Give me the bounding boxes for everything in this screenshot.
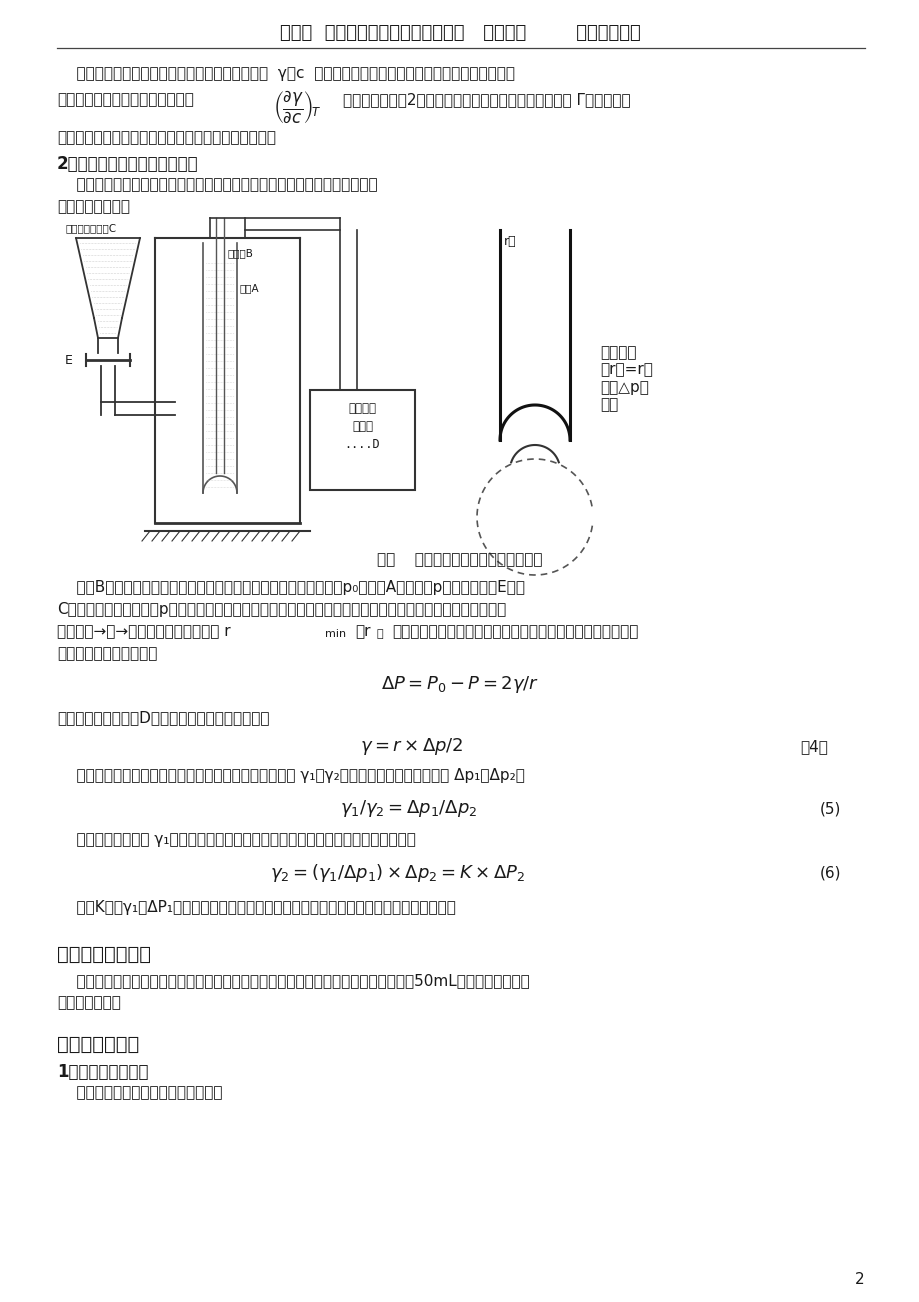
Text: 接数字压: 接数字压 [348, 402, 376, 415]
Text: 毛: 毛 [377, 629, 383, 639]
Text: (6): (6) [819, 865, 841, 880]
Text: 图２    最大抛压法测液体表面张力装置: 图２ 最大抛压法测液体表面张力装置 [377, 552, 542, 566]
Text: $\gamma_1/\gamma_2 = \Delta p_1/\Delta p_2$: $\gamma_1/\gamma_2 = \Delta p_1/\Delta p… [340, 798, 477, 819]
Bar [310, 391, 414, 490]
Text: 图中B是管端为毛细管的玻璃管，与液面相切。毛细管中大气压为p₀。试管A中气压为p，当打开活塞E时，: 图中B是管端为毛细管的玻璃管，与液面相切。毛细管中大气压为p₀。试管A中气压为p… [57, 579, 525, 595]
Text: （4）: （4） [800, 740, 827, 754]
Text: 实验十  最大泡压法测定溶液表面张力   实验报告        报告人：袁亮: 实验十 最大泡压法测定溶液表面张力 实验报告 报告人：袁亮 [279, 23, 640, 42]
Text: ....D: ....D [345, 437, 380, 450]
Text: 些切线的斜率就是与其相应浓度的: 些切线的斜率就是与其相应浓度的 [57, 92, 194, 107]
Text: 原理可参见图２。: 原理可参见图２。 [57, 199, 130, 214]
Text: 压力差也最大，有公式：: 压力差也最大，有公式： [57, 646, 157, 661]
Text: 若其中一种液体的 γ₁已知，例如水，则另一种液体的表面张力可由上式求得。即：: 若其中一种液体的 γ₁已知，例如水，则另一种液体的表面张力可由上式求得。即： [57, 832, 415, 848]
Text: 式中K＝（γ₁／ΔP₁）称为仪器常数，可用某种已知表面张力的液体（常用蒸馏水）测得。: 式中K＝（γ₁／ΔP₁）称为仪器常数，可用某种已知表面张力的液体（常用蒸馏水）测… [57, 900, 456, 915]
Text: 附等温式应用范围很广，但上述形式仅适用于稀溶液。: 附等温式应用范围很广，但上述形式仅适用于稀溶液。 [57, 130, 276, 145]
Text: 三．仪器与试剂：: 三．仪器与试剂： [57, 945, 151, 963]
Text: 通过实验测得表面张力与溶质浓度的关系，作出  γ－c  曲线，并在此曲线上任取若干点作曲线的切线，这: 通过实验测得表面张力与溶质浓度的关系，作出 γ－c 曲线，并在此曲线上任取若干点… [57, 66, 515, 81]
Text: 纯），蒸馏水。: 纯），蒸馏水。 [57, 995, 120, 1010]
Text: ＝r: ＝r [355, 624, 370, 639]
Text: ，此时气泡的曲率半径最小，根据拉普拉斯公式，气泡承受的: ，此时气泡的曲率半径最小，根据拉普拉斯公式，气泡承受的 [391, 624, 638, 639]
Text: 毛细管B: 毛细管B [228, 247, 254, 258]
Text: 带活塞的滴液管C: 带活塞的滴液管C [66, 223, 117, 233]
Text: 经历：大→小→大，即中间有一极小值 r: 经历：大→小→大，即中间有一极小值 r [57, 624, 231, 639]
Text: $\gamma = r \times \Delta p / 2$: $\gamma = r \times \Delta p / 2$ [359, 736, 462, 756]
Text: ，将此值代入（2）式便可求出在此浓度时的溶质吸附量 Γ。吉布斯吸: ，将此值代入（2）式便可求出在此浓度时的溶质吸附量 Γ。吉布斯吸 [343, 92, 630, 107]
Text: 此压力差可由压力计D读出，故待测液的表面张力为: 此压力差可由压力计D读出，故待测液的表面张力为 [57, 710, 269, 725]
Text: 测定溶液的表面张力有多种方法，较为常用的有最大泡压法其测量方法基本: 测定溶液的表面张力有多种方法，较为常用的有最大泡压法其测量方法基本 [57, 177, 377, 191]
Text: 若用同一支毛细管测两种不同液体，其表面张力分别为 γ₁、γ₂，压力计测得压力差分别为 Δp₁、Δp₂则: 若用同一支毛细管测两种不同液体，其表面张力分别为 γ₁、γ₂，压力计测得压力差分… [57, 768, 525, 783]
Text: (5): (5) [819, 801, 841, 816]
Text: 2．最大泡压法测表面张力原理: 2．最大泡压法测表面张力原理 [57, 155, 199, 173]
Text: 四．实验步骤：: 四．实验步骤： [57, 1035, 139, 1055]
Text: 将洁净的表面张力仪各部分连接好。: 将洁净的表面张力仪各部分连接好。 [57, 1085, 222, 1100]
Text: 液泡最小
时r液=r毛
此时△p达
最大: 液泡最小 时r液=r毛 此时△p达 最大 [599, 345, 652, 413]
Text: $\gamma_2 = (\gamma_1/\Delta p_1)\times\Delta p_2 = K\times\Delta P_2$: $\gamma_2 = (\gamma_1/\Delta p_1)\times\… [269, 862, 525, 884]
Text: 最大泡压法表面张力仪，精密数字压力计，吸耳球，移液管（各种量程），容量瓶（50mL），正丁醇（分析: 最大泡压法表面张力仪，精密数字压力计，吸耳球，移液管（各种量程），容量瓶（50m… [57, 973, 529, 988]
Text: 力计，: 力计， [352, 421, 372, 434]
Text: 试管A: 试管A [240, 283, 259, 293]
Text: r毛: r毛 [504, 234, 516, 247]
Text: 1．仪器准备与检漏: 1．仪器准备与检漏 [57, 1062, 148, 1081]
Text: min: min [324, 629, 346, 639]
Text: 2: 2 [855, 1272, 864, 1286]
Text: E: E [65, 354, 73, 366]
Text: $\left(\dfrac{\partial\gamma}{\partial c}\right)_{\!T}$: $\left(\dfrac{\partial\gamma}{\partial c… [273, 89, 321, 125]
Text: C中的水流出，体系压力p逐渐减小，逐渐把毛细管液面压至管口，形成气泡。在形成气泡的过程中，液面半径: C中的水流出，体系压力p逐渐减小，逐渐把毛细管液面压至管口，形成气泡。在形成气泡… [57, 602, 505, 617]
Text: $\Delta P = P_0 - P = 2\gamma/r$: $\Delta P = P_0 - P = 2\gamma/r$ [380, 674, 539, 695]
